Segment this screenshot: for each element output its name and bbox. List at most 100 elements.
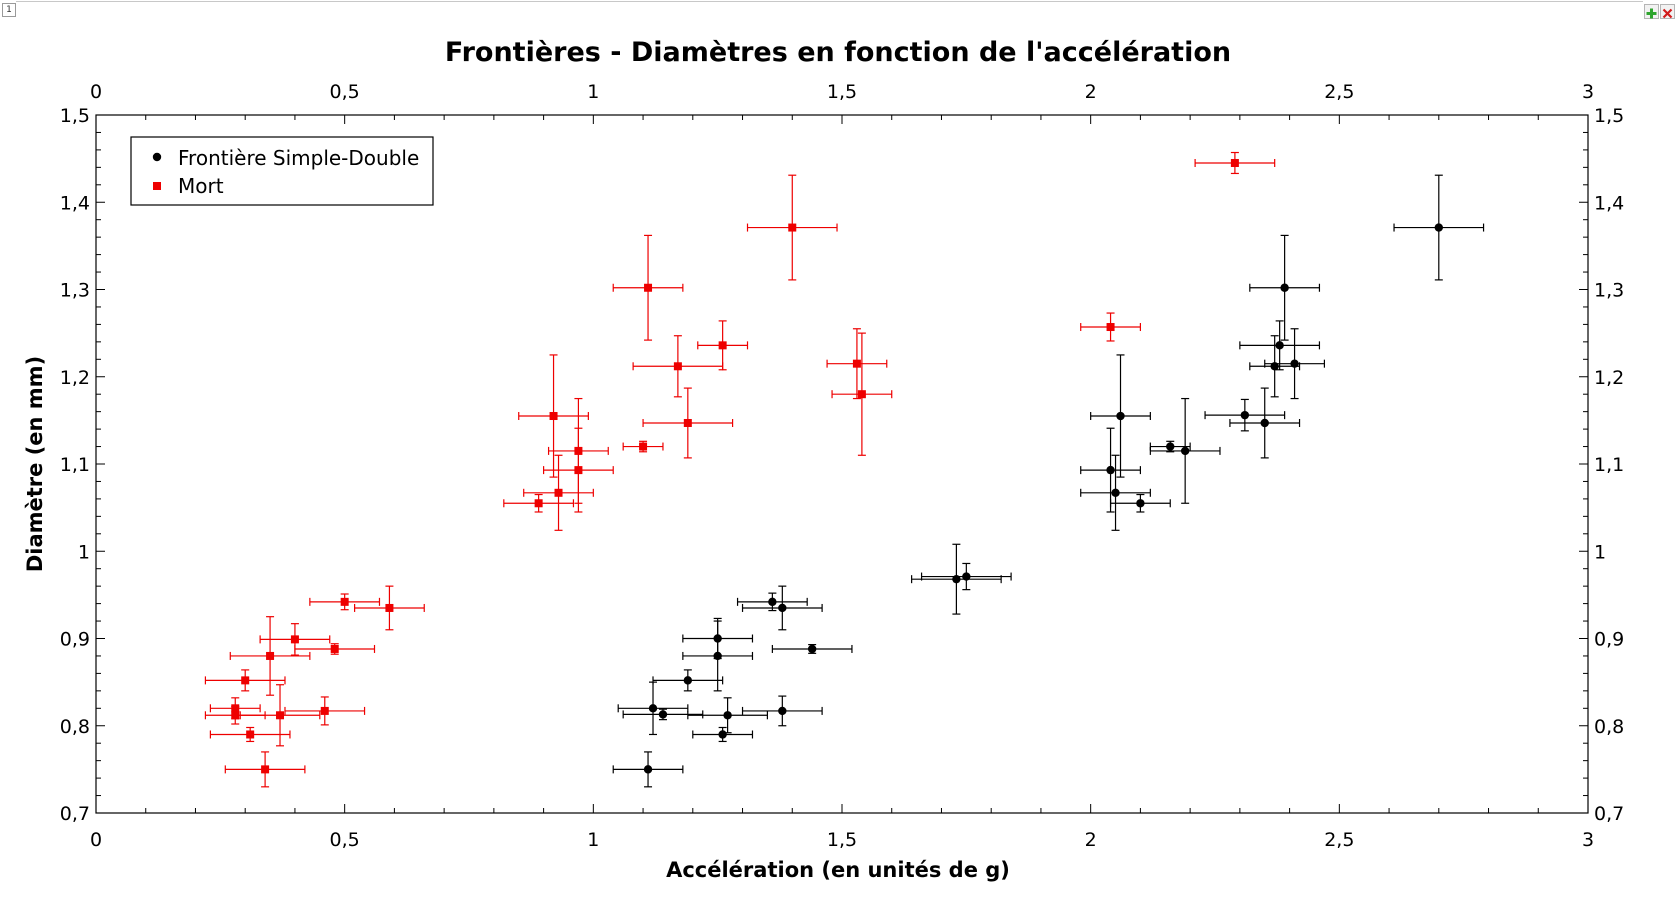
square-marker [673,362,682,371]
data-point [229,616,311,696]
y-tick-label-left: 1,1 [60,454,90,476]
series-frontiere-simple-double [612,174,1485,788]
data-point [1204,398,1286,432]
y-axis-title: Diamètre (en mm) [23,356,47,572]
square-marker [1230,158,1239,167]
square-marker [718,341,727,350]
circle-marker [1180,446,1190,456]
circle-marker [683,676,693,685]
data-point [771,644,853,654]
data-point [692,726,754,743]
square-marker [534,499,543,508]
circle-marker [1260,418,1269,428]
close-icon [1662,8,1673,19]
square-marker [246,730,255,739]
legend-label-frontiere: Frontière Simple-Double [178,146,419,170]
y-tick-label-right: 1,5 [1594,105,1624,127]
data-point [518,354,589,478]
data-point [746,174,838,281]
data-point [736,592,808,612]
add-button[interactable] [1644,4,1659,19]
legend-box [130,136,434,206]
circle-marker [1240,410,1250,420]
y-tick-label-left: 1,5 [60,105,90,127]
data-point [204,669,286,692]
y-tick-label-left: 1,2 [60,367,90,389]
data-point [1080,427,1142,513]
x-tick-label-bottom: 0,5 [330,829,360,851]
x-tick-label-top: 0,5 [330,81,360,103]
legend-marker-frontiere [152,152,162,162]
x-tick-label-bottom: 2,5 [1324,829,1354,851]
circle-marker [1275,341,1284,350]
y-tick-label-left: 0,9 [60,629,90,651]
y-tick-label-right: 0,9 [1594,629,1624,651]
data-point [831,332,893,456]
data-point [1149,440,1191,453]
square-marker [554,488,563,497]
plot-area [95,114,1589,814]
x-tick-label-top: 0 [90,81,102,103]
data-point [209,726,291,743]
square-marker [549,412,558,421]
data-point [1393,174,1485,281]
circle-marker [962,572,971,581]
data-point [1149,397,1221,504]
y-tick-label-right: 1,1 [1594,454,1624,476]
x-tick-label-bottom: 3 [1582,829,1594,851]
data-point [1229,387,1301,459]
close-button[interactable] [1660,4,1675,19]
square-marker [276,711,285,720]
square-marker [261,765,270,774]
x-tick-label-top: 2 [1085,81,1097,103]
data-point [1249,234,1321,341]
y-tick-label-left: 0,7 [60,803,90,825]
data-point [309,593,381,611]
plus-icon-h [1646,12,1657,15]
data-point [239,684,321,747]
data-series [204,151,1485,788]
data-point [523,454,594,531]
data-point [920,562,1012,591]
data-point [617,681,689,736]
data-point [652,669,724,692]
data-point [911,543,1002,615]
data-point [687,697,769,734]
circle-marker [1116,411,1125,421]
data-point [1264,328,1326,400]
data-point [1080,454,1151,531]
data-point [612,234,684,341]
square-marker [639,442,648,451]
y-tick-label-left: 1,3 [60,280,90,302]
x-tick-label-top: 2,5 [1324,81,1354,103]
x-tick-label-bottom: 2 [1085,829,1097,851]
circle-marker [1166,442,1175,451]
close-icon-stroke-b [1662,8,1673,19]
data-point [697,320,749,371]
series-mort [204,151,1276,788]
circle-marker [1106,465,1115,475]
square-marker [574,466,583,475]
square-marker [241,676,250,685]
data-point [741,585,823,631]
square-marker [320,706,329,715]
x-tick-label-top: 3 [1582,81,1594,103]
square-marker [266,651,275,660]
circle-marker [1280,283,1289,292]
square-marker [330,644,339,653]
y-tick-label-left: 1,4 [60,192,90,214]
x-tick-label-bottom: 1 [587,829,599,851]
y-tick-label-right: 1,4 [1594,192,1624,214]
data-point [1194,151,1276,175]
axis-ticks [95,114,1589,814]
y-tick-label-right: 1 [1594,541,1606,563]
circle-marker [718,730,727,739]
frame-top-border [16,1,1643,2]
square-marker [385,603,394,612]
plus-icon [1646,8,1657,19]
circle-marker [713,651,722,661]
data-point [1239,320,1321,371]
square-marker [231,711,240,720]
